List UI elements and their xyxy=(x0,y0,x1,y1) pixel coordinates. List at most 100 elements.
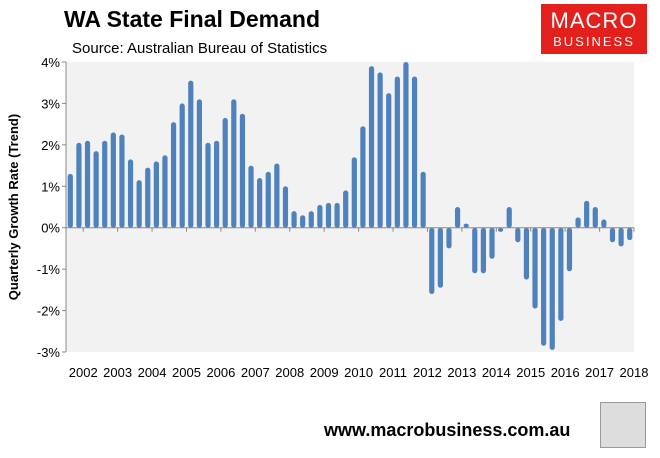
x-tick-label: 2007 xyxy=(241,365,270,380)
y-tick-label: 4% xyxy=(41,55,60,70)
y-tick-label: 1% xyxy=(41,179,60,194)
bar xyxy=(523,227,530,280)
bar xyxy=(592,207,598,228)
wolf-logo-icon xyxy=(600,402,646,448)
bar xyxy=(360,126,366,228)
bar xyxy=(214,140,220,228)
x-tick-label: 2016 xyxy=(551,365,580,380)
y-tick-label: -3% xyxy=(37,345,61,360)
bar xyxy=(291,211,297,228)
bar xyxy=(257,178,263,228)
bar xyxy=(145,167,151,228)
bar xyxy=(609,227,616,243)
bar xyxy=(196,99,202,228)
x-tick-label: 2015 xyxy=(516,365,545,380)
bar xyxy=(136,180,142,228)
bar xyxy=(386,93,392,228)
bar xyxy=(110,132,116,228)
x-tick-label: 2008 xyxy=(275,365,304,380)
bar xyxy=(127,159,134,228)
x-tick-label: 2009 xyxy=(310,365,339,380)
bar xyxy=(170,122,177,228)
x-tick-label: 2003 xyxy=(103,365,132,380)
bar xyxy=(549,227,555,350)
bar xyxy=(282,186,289,228)
bar xyxy=(205,142,211,228)
bar xyxy=(162,155,168,228)
bar xyxy=(179,103,185,228)
bar xyxy=(498,227,504,232)
bar xyxy=(394,76,400,228)
bar xyxy=(437,227,443,288)
x-tick-label: 2017 xyxy=(585,365,614,380)
bar xyxy=(334,202,340,228)
bar xyxy=(420,171,426,228)
bar xyxy=(558,227,564,321)
bar xyxy=(566,227,573,272)
bar xyxy=(67,173,73,228)
bar xyxy=(265,171,271,228)
bar xyxy=(222,117,228,228)
bar xyxy=(93,151,99,228)
bar xyxy=(84,140,91,228)
x-tick-label: 2002 xyxy=(69,365,98,380)
bar xyxy=(308,211,314,228)
x-tick-label: 2010 xyxy=(344,365,373,380)
x-tick-label: 2005 xyxy=(172,365,201,380)
bar xyxy=(325,202,332,228)
bar xyxy=(274,163,280,228)
bar xyxy=(480,227,486,274)
y-axis-label: Quarterly Growth Rate (Trend) xyxy=(6,114,21,300)
bar xyxy=(368,66,375,228)
x-tick-label: 2011 xyxy=(379,365,407,380)
logo-line2: BUSINESS xyxy=(553,34,635,49)
bar xyxy=(446,227,452,249)
x-tick-label: 2006 xyxy=(206,365,235,380)
bar xyxy=(411,76,418,228)
plot-area xyxy=(66,62,634,352)
y-tick-label: -1% xyxy=(37,262,61,277)
bar xyxy=(489,227,495,259)
bar xyxy=(300,215,306,228)
bar xyxy=(584,200,590,228)
logo-line1: MACRO xyxy=(550,8,638,33)
y-tick-label: 3% xyxy=(41,96,60,111)
bar xyxy=(351,157,357,228)
bar xyxy=(377,72,383,228)
x-tick-label: 2013 xyxy=(447,365,476,380)
bar xyxy=(429,227,435,294)
chart-source: Source: Australian Bureau of Statistics xyxy=(72,40,328,57)
x-tick-label: 2012 xyxy=(413,365,442,380)
y-tick-label: 0% xyxy=(41,221,60,236)
x-tick-label: 2004 xyxy=(138,365,167,380)
bar xyxy=(532,227,538,309)
bar xyxy=(575,217,581,228)
bar xyxy=(601,219,607,228)
bar xyxy=(239,113,246,228)
bar xyxy=(506,207,512,228)
chart-title: WA State Final Demand xyxy=(64,6,321,32)
bar xyxy=(102,140,108,228)
bar xyxy=(627,227,633,241)
y-tick-label: -2% xyxy=(37,304,61,319)
bar xyxy=(463,223,469,228)
bar xyxy=(317,204,323,228)
x-tick-label: 2014 xyxy=(482,365,511,380)
bar xyxy=(119,134,125,228)
bar xyxy=(515,227,521,243)
bar xyxy=(76,142,82,228)
bar xyxy=(403,62,409,228)
bar xyxy=(153,161,159,228)
footer-url: www.macrobusiness.com.au xyxy=(324,420,571,440)
bar xyxy=(472,227,478,274)
bar xyxy=(541,227,547,346)
bar xyxy=(248,165,254,228)
bar xyxy=(188,80,194,228)
bar xyxy=(454,207,461,228)
y-tick-label: 2% xyxy=(41,138,60,153)
bar xyxy=(343,190,349,228)
bar xyxy=(231,99,237,228)
bar xyxy=(618,227,624,247)
